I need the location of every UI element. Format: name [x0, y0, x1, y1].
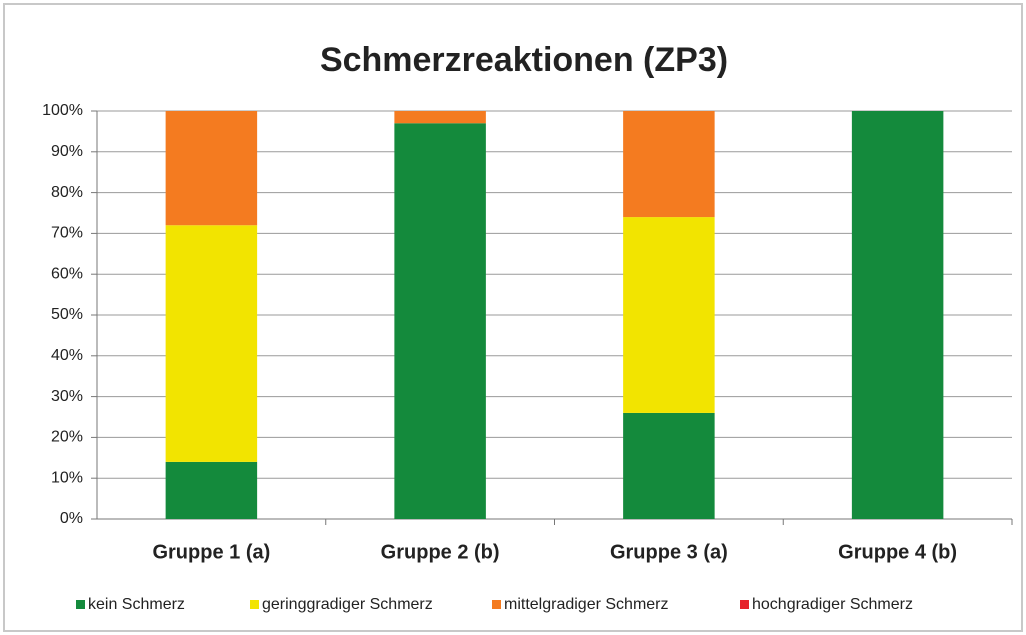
bar-segment	[165, 111, 258, 226]
y-tick-label: 70%	[51, 225, 83, 242]
bar-segment	[851, 111, 944, 519]
y-tick-label: 80%	[51, 184, 83, 201]
legend-swatch	[492, 600, 501, 609]
y-tick-label: 0%	[60, 510, 83, 527]
y-tick-label: 40%	[51, 347, 83, 364]
y-tick-label: 60%	[51, 265, 83, 282]
legend-label: geringgradiger Schmerz	[262, 596, 433, 613]
legend-label: mittelgradiger Schmerz	[504, 596, 669, 613]
bar-segment	[623, 412, 715, 519]
y-tick-label: 50%	[51, 306, 83, 323]
x-tick-label: Gruppe 2 (b)	[381, 541, 500, 563]
bar-segment	[623, 111, 715, 218]
bar-segment	[623, 217, 715, 413]
chart-title: Schmerzreaktionen (ZP3)	[320, 41, 728, 79]
legend-label: hochgradiger Schmerz	[752, 596, 913, 613]
bar-segment	[394, 111, 486, 124]
y-tick-label: 30%	[51, 388, 83, 405]
x-tick-label: Gruppe 4 (b)	[838, 541, 957, 563]
bar-segment	[165, 225, 258, 462]
legend-label: kein Schmerz	[88, 596, 185, 613]
legend-swatch	[740, 600, 749, 609]
bar-segment	[165, 461, 258, 519]
y-tick-label: 10%	[51, 469, 83, 486]
x-tick-label: Gruppe 1 (a)	[152, 541, 270, 563]
y-tick-label: 100%	[42, 102, 83, 119]
y-tick-label: 90%	[51, 143, 83, 160]
legend-swatch	[250, 600, 259, 609]
x-tick-label: Gruppe 3 (a)	[610, 541, 728, 563]
bar-segment	[394, 123, 486, 520]
y-tick-label: 20%	[51, 429, 83, 446]
legend-swatch	[76, 600, 85, 609]
